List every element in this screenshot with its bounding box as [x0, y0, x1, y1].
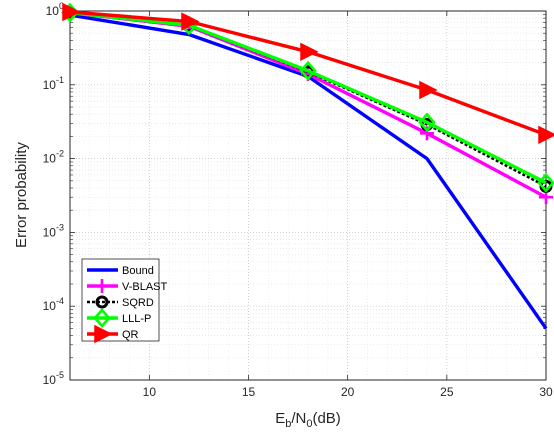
legend: Bound V-BLAST SQRD LLL-P QR [81, 258, 168, 344]
legend-marker-sqrd [95, 295, 109, 309]
series-qr [62, 2, 554, 145]
x-tick-label: 15 [242, 385, 256, 399]
y-axis-label: Error probability [13, 142, 30, 248]
legend-label-lll-p: LLL-P [122, 313, 151, 325]
grid [69, 10, 547, 381]
data-point-qr [62, 2, 81, 22]
series-line-lll-p [69, 10, 547, 185]
data-point-lll-p [537, 172, 554, 193]
y-axis-ticks: 10-5 10-4 10-3 10-2 10-1 100 [43, 1, 546, 387]
y-tick-label: 10-1 [43, 75, 64, 92]
x-tick-label: 30 [539, 385, 553, 399]
x-tick-label: 20 [341, 385, 355, 399]
data-point-qr [181, 12, 200, 31]
series [61, 2, 554, 330]
data-point-qr [538, 125, 554, 145]
legend-marker-qr [94, 324, 113, 344]
y-tick-label: 10-2 [43, 149, 64, 166]
legend-label-v-blast: V-BLAST [122, 281, 168, 293]
y-tick-label: 100 [46, 1, 64, 18]
x-axis-label: Eb/N0(dB) [275, 410, 341, 430]
legend-marker-v-blast [95, 279, 109, 293]
data-point-qr [419, 80, 438, 100]
x-tick-label: 25 [440, 385, 454, 399]
legend-marker-lll-p [93, 308, 111, 328]
x-tick-label: 10 [143, 385, 157, 399]
y-tick-label: 10-5 [43, 370, 64, 387]
legend-label-qr: QR [122, 329, 139, 341]
y-tick-label: 10-3 [43, 222, 64, 239]
y-tick-label: 10-4 [43, 296, 64, 313]
data-point-lll-p [418, 112, 436, 133]
data-point-qr [300, 42, 319, 62]
x-axis-ticks: 10 15 20 25 30 [143, 11, 553, 399]
data-point-lll-p [299, 60, 317, 81]
legend-label-bound: Bound [122, 265, 154, 277]
legend-label-sqrd: SQRD [122, 297, 154, 309]
